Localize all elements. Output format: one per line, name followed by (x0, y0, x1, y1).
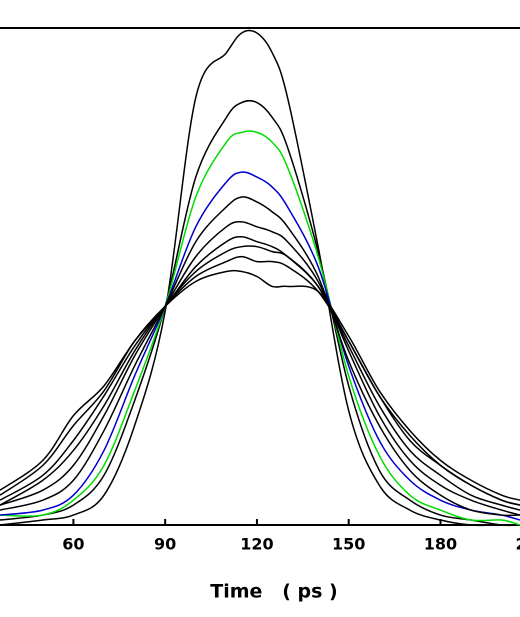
series-line (0, 235, 520, 506)
series-line (0, 245, 520, 511)
series-line (0, 99, 520, 527)
x-tick-label: 60 (62, 535, 84, 554)
series-line (0, 196, 520, 517)
series-line (0, 269, 520, 501)
x-tick-label: 180 (424, 535, 457, 554)
series-line (0, 130, 520, 526)
series-line (0, 29, 520, 527)
x-axis-label: Time ( ps ) (210, 581, 338, 603)
x-tick-label: 150 (332, 535, 365, 554)
x-tick-label: 120 (240, 535, 273, 554)
series-line (0, 221, 520, 516)
series-line (0, 171, 520, 521)
x-tick-label: 90 (154, 535, 176, 554)
x-tick-label: 210 (516, 535, 520, 554)
series-line (0, 255, 520, 506)
